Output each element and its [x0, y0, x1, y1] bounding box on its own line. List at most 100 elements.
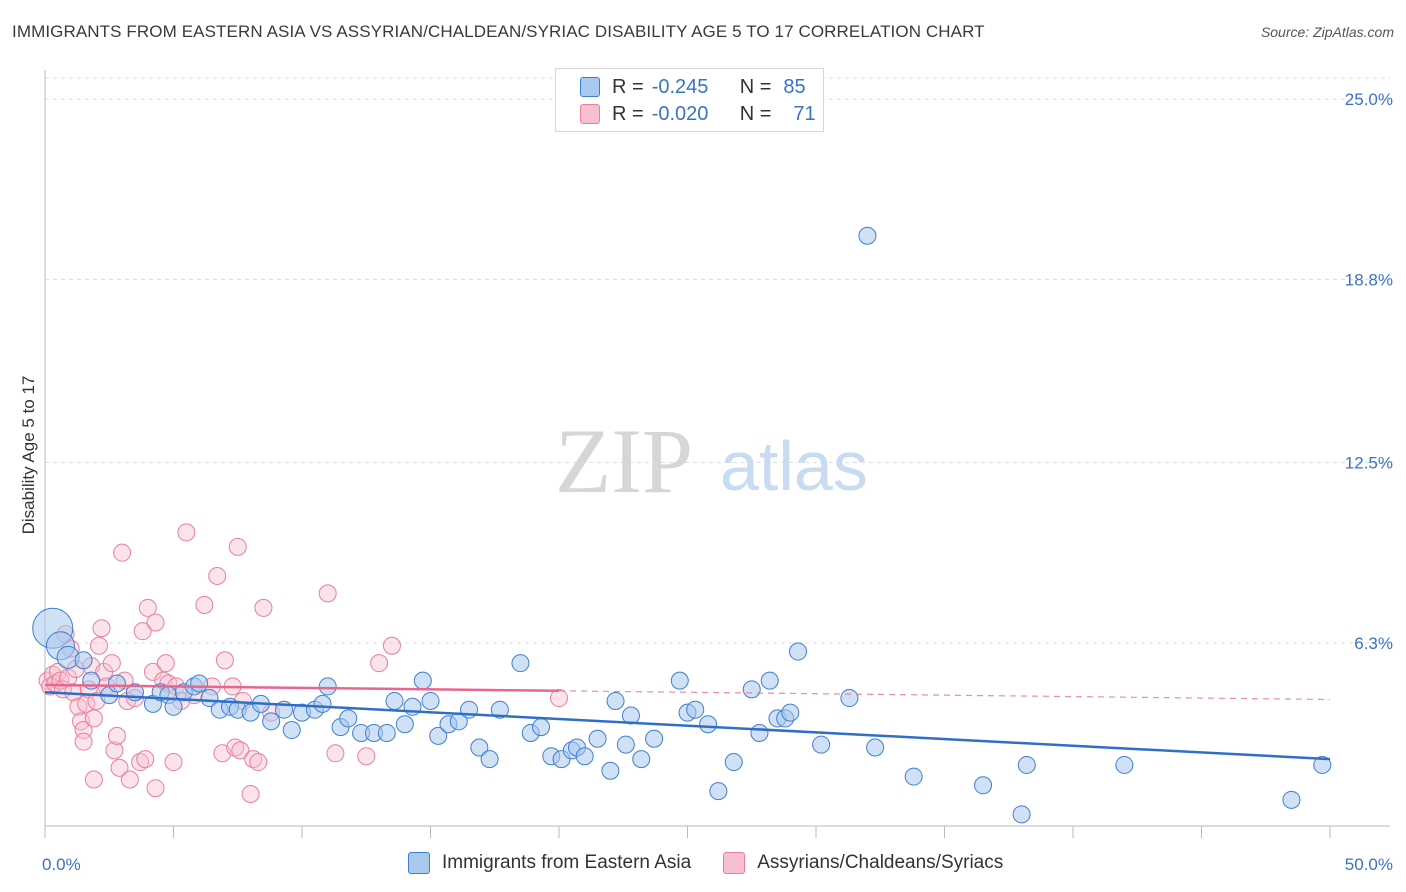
data-point-assyrians — [107, 726, 126, 745]
data-point-eastern-asia — [686, 700, 705, 719]
data-point-eastern-asia — [190, 674, 209, 693]
data-point-assyrians — [131, 753, 150, 772]
data-point-eastern-asia — [812, 735, 831, 754]
data-point-eastern-asia — [1115, 755, 1134, 774]
data-point-eastern-asia — [616, 735, 635, 754]
data-point-eastern-asia — [313, 694, 332, 713]
legend-swatch-pink — [580, 104, 600, 124]
data-point-eastern-asia — [840, 689, 859, 708]
data-point-eastern-asia — [742, 680, 761, 699]
data-point-eastern-asia — [490, 700, 509, 719]
data-point-assyrians — [113, 543, 132, 562]
data-point-assyrians — [370, 654, 389, 673]
data-point-eastern-asia — [724, 753, 743, 772]
y-tick-label: 12.5% — [1345, 454, 1393, 473]
data-point-eastern-asia — [429, 726, 448, 745]
data-point-eastern-asia — [200, 689, 219, 708]
legend-swatch-pink — [723, 852, 746, 874]
data-point-assyrians — [244, 750, 263, 769]
legend-series2-name: Assyrians/Chaldeans/Syriacs — [757, 852, 1004, 873]
data-point-assyrians — [231, 741, 250, 760]
data-point-assyrians — [102, 654, 121, 673]
data-point-eastern-asia — [318, 677, 337, 696]
trend-lines — [44, 683, 1331, 761]
data-point-eastern-asia — [760, 671, 779, 690]
data-point-eastern-asia — [858, 226, 877, 245]
legend-n-value: 71 — [793, 102, 816, 125]
x-tick-labels: 0.0% 50.0% — [42, 855, 1393, 874]
y-tick-label: 25.0% — [1345, 90, 1393, 109]
data-point-eastern-asia — [385, 691, 404, 710]
legend-row-series2: R = -0.020 N = 71 — [580, 101, 816, 127]
data-point-assyrians — [133, 622, 152, 641]
data-point-eastern-asia — [750, 723, 769, 742]
data-point-eastern-asia — [282, 721, 301, 740]
legend-r-value: -0.245 — [651, 75, 709, 98]
data-point-eastern-asia — [866, 738, 885, 757]
legend-n-label: N = — [739, 102, 772, 125]
data-point-assyrians — [208, 566, 227, 585]
source-label: Source: ZipAtlas.com — [1260, 24, 1394, 40]
legend-row-series1: R = -0.245 N = 85 — [580, 74, 806, 100]
data-point-eastern-asia — [339, 709, 358, 728]
legend-n-value: 85 — [783, 75, 806, 98]
legend-swatch-blue — [408, 852, 430, 874]
gridlines — [45, 77, 1390, 644]
y-tick-label: 18.8% — [1345, 270, 1393, 289]
legend-swatch-blue — [580, 77, 600, 97]
data-point-eastern-asia — [699, 715, 718, 734]
x-tick-label: 0.0% — [42, 855, 81, 874]
trend-line-assyrians-dashed — [558, 690, 1331, 701]
data-point-eastern-asia — [601, 761, 620, 780]
data-point-assyrians — [74, 732, 93, 751]
legend-r-label: R = — [612, 102, 644, 125]
y-tick-label: 6.3% — [1354, 634, 1393, 653]
data-point-eastern-asia — [511, 654, 530, 673]
data-point-assyrians — [92, 619, 111, 638]
data-point-eastern-asia — [532, 718, 551, 737]
data-point-eastern-asia — [470, 738, 489, 757]
data-point-eastern-asia — [606, 691, 625, 710]
legend-series1-name: Immigrants from Eastern Asia — [442, 852, 692, 873]
data-point-eastern-asia — [575, 747, 594, 766]
axes — [44, 70, 1390, 838]
data-point-assyrians — [120, 770, 139, 789]
series-legend: Immigrants from Eastern Asia Assyrians/C… — [408, 852, 1003, 874]
data-point-eastern-asia — [1282, 790, 1301, 809]
data-point-assyrians — [249, 753, 268, 772]
series-eastern-asia-points — [32, 226, 1332, 824]
data-point-assyrians — [254, 598, 273, 617]
data-point-assyrians — [146, 779, 165, 798]
data-point-assyrians — [84, 709, 103, 728]
data-point-assyrians — [226, 738, 245, 757]
data-point-eastern-asia — [107, 674, 126, 693]
data-point-assyrians — [382, 636, 401, 655]
legend-n-label: N = — [739, 75, 772, 98]
data-point-eastern-asia — [670, 671, 689, 690]
data-point-assyrians — [241, 785, 260, 804]
data-point-eastern-asia — [709, 782, 728, 801]
data-point-eastern-asia — [395, 715, 414, 734]
data-point-eastern-asia — [588, 729, 607, 748]
watermark-zip: ZIP — [555, 410, 693, 512]
data-point-assyrians — [146, 613, 165, 632]
data-point-eastern-asia — [1012, 805, 1031, 824]
legend-r-value: -0.020 — [651, 102, 709, 125]
data-point-assyrians — [164, 753, 183, 772]
data-point-assyrians — [105, 741, 124, 760]
data-point-assyrians — [138, 598, 157, 617]
data-point-assyrians — [89, 636, 108, 655]
data-point-eastern-asia — [621, 706, 640, 725]
data-point-assyrians — [326, 744, 345, 763]
data-point-assyrians — [136, 750, 155, 769]
data-point-eastern-asia — [480, 750, 499, 769]
data-point-eastern-asia — [262, 712, 281, 731]
trend-line-assyrians — [44, 683, 560, 693]
chart-title: IMMIGRANTS FROM EASTERN ASIA VS ASSYRIAN… — [12, 22, 985, 41]
data-point-assyrians — [195, 596, 214, 615]
data-point-eastern-asia — [421, 691, 440, 710]
data-point-assyrians — [177, 523, 196, 542]
data-point-eastern-asia — [377, 723, 396, 742]
data-point-eastern-asia — [74, 651, 93, 670]
